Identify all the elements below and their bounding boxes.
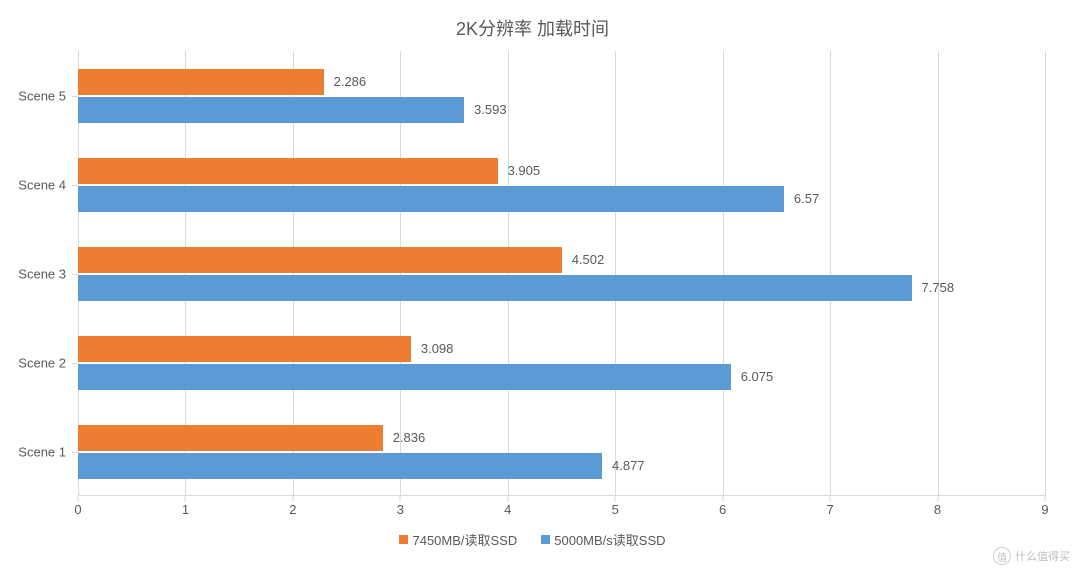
x-tick-label: 4: [504, 502, 511, 517]
x-tick-label: 1: [182, 502, 189, 517]
bar-group: Scene 23.0986.075: [78, 318, 1045, 407]
bar-group: Scene 34.5027.758: [78, 229, 1045, 318]
bar-fill: [78, 158, 498, 184]
bar-fill: [78, 364, 731, 390]
bar: 2.836: [78, 425, 1045, 451]
watermark-logo-icon: 值: [993, 547, 1011, 565]
x-tick-label: 5: [612, 502, 619, 517]
bar-datalabel: 3.593: [474, 102, 507, 117]
x-tick-label: 3: [397, 502, 404, 517]
bar-datalabel: 7.758: [922, 280, 955, 295]
bar-group: Scene 12.8364.877: [78, 407, 1045, 496]
y-category-label: Scene 4: [18, 177, 66, 192]
bar-fill: [78, 97, 464, 123]
bar-fill: [78, 275, 912, 301]
bar: 6.075: [78, 364, 1045, 390]
x-tick-label: 7: [826, 502, 833, 517]
bar-datalabel: 3.098: [421, 341, 454, 356]
y-category-label: Scene 5: [18, 88, 66, 103]
x-tick-label: 0: [74, 502, 81, 517]
legend-label-blue: 5000MB/s读取SSD: [554, 530, 665, 549]
y-tick: [72, 363, 78, 364]
bar-groups: Scene 52.2863.593Scene 43.9056.57Scene 3…: [78, 51, 1045, 496]
x-tick-label: 9: [1041, 502, 1048, 517]
bar-fill: [78, 69, 324, 95]
bar-fill: [78, 186, 784, 212]
bar-datalabel: 2.286: [334, 74, 367, 89]
bar-fill: [78, 336, 411, 362]
y-category-label: Scene 1: [18, 444, 66, 459]
bar-datalabel: 4.877: [612, 458, 645, 473]
y-category-label: Scene 3: [18, 266, 66, 281]
bar: 7.758: [78, 275, 1045, 301]
bar-fill: [78, 453, 602, 479]
bar-datalabel: 4.502: [572, 252, 605, 267]
chart-container: 2K分辨率 加载时间 Scene 5 2.286 3.593 Scene 4 3.905…: [0, 0, 1080, 571]
y-tick: [72, 185, 78, 186]
bar: 3.098: [78, 336, 1045, 362]
legend-label-orange: 7450MB/读取SSD: [412, 530, 517, 549]
legend-item-orange: 7450MB/读取SSD: [399, 530, 517, 549]
plot-area: Scene 52.2863.593Scene 43.9056.57Scene 3…: [78, 51, 1045, 496]
bar-group: Scene 43.9056.57: [78, 140, 1045, 229]
bar: 4.502: [78, 247, 1045, 273]
bar: 3.905: [78, 158, 1045, 184]
bar-datalabel: 3.905: [508, 163, 541, 178]
bar-datalabel: 6.57: [794, 191, 819, 206]
bar: 6.57: [78, 186, 1045, 212]
bar-datalabel: 2.836: [393, 430, 426, 445]
legend: 7450MB/读取SSD 5000MB/s读取SSD: [20, 530, 1045, 549]
legend-swatch-orange-icon: [399, 535, 408, 544]
legend-item-blue: 5000MB/s读取SSD: [541, 530, 665, 549]
y-category-label: Scene 2: [18, 355, 66, 370]
legend-swatch-blue-icon: [541, 535, 550, 544]
y-tick: [72, 96, 78, 97]
chart-title: 2K分辨率 加载时间: [20, 15, 1045, 41]
watermark: 值 什么值得买: [993, 547, 1070, 565]
grid-line: [1045, 51, 1046, 496]
bar-fill: [78, 425, 383, 451]
x-tick-label: 6: [719, 502, 726, 517]
watermark-text: 什么值得买: [1015, 548, 1070, 564]
x-tick-label: 8: [934, 502, 941, 517]
bar-fill: [78, 247, 562, 273]
bar: 3.593: [78, 97, 1045, 123]
y-tick: [72, 452, 78, 453]
bar: 4.877: [78, 453, 1045, 479]
x-tick-label: 2: [289, 502, 296, 517]
bar-group: Scene 52.2863.593: [78, 51, 1045, 140]
bar-datalabel: 6.075: [741, 369, 774, 384]
bar: 2.286: [78, 69, 1045, 95]
y-tick: [72, 274, 78, 275]
x-axis-labels: 0123456789: [78, 496, 1045, 516]
